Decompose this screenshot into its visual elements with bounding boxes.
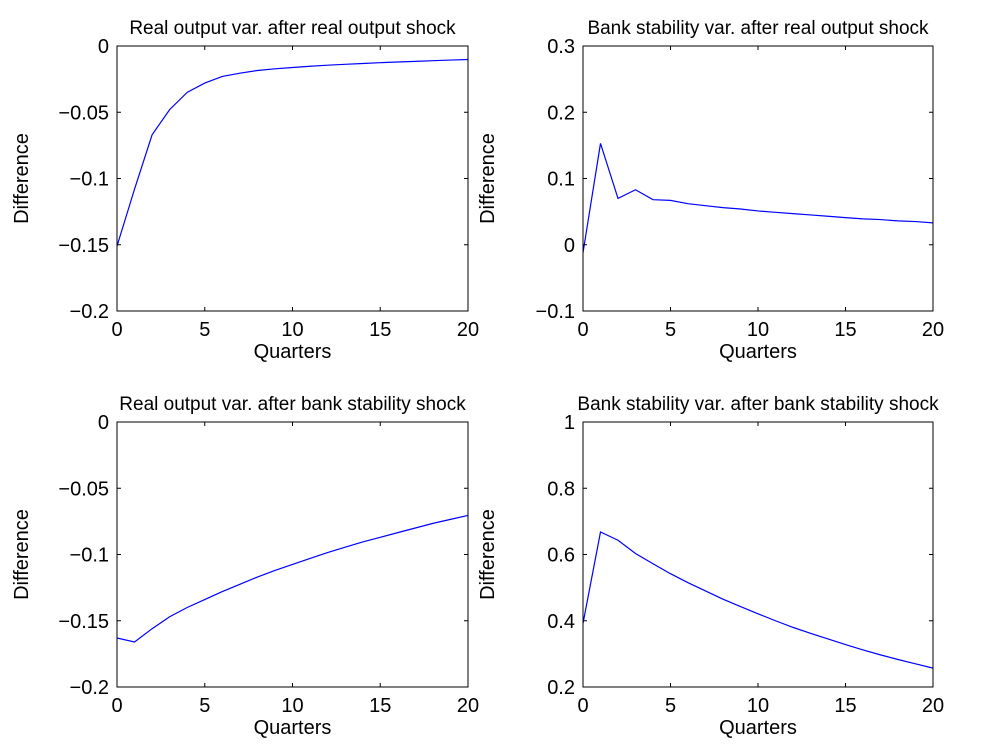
y-tick-label: 0.2 [547, 102, 575, 124]
x-tick-label: 10 [281, 695, 303, 717]
x-tick-label: 0 [111, 695, 122, 717]
series-line-1 [582, 143, 934, 253]
y-tick-label: −0.2 [70, 677, 109, 699]
x-tick-label: 15 [369, 695, 391, 717]
y-tick-label: 0.2 [547, 677, 575, 699]
x-tick-label: 20 [922, 319, 944, 341]
y-axis-label: Difference [11, 133, 33, 224]
x-axis-label: Quarters [254, 717, 332, 739]
x-tick-label: 10 [281, 319, 303, 341]
x-axis-label: Quarters [254, 341, 332, 363]
series-line-1 [116, 514, 469, 643]
x-tick-label: 0 [577, 695, 588, 717]
y-tick-label: −0.1 [536, 301, 575, 323]
x-axis-label: Quarters [719, 341, 797, 363]
y-tick-label: 0.8 [547, 478, 575, 500]
x-tick-label: 5 [665, 319, 676, 341]
axes-frame [116, 421, 469, 688]
y-axis-label: Difference [11, 509, 33, 600]
y-tick-label: 0.3 [547, 36, 575, 58]
y-tick-label: 0.6 [547, 545, 575, 567]
x-tick-label: 15 [369, 319, 391, 341]
x-tick-label: 10 [747, 319, 769, 341]
y-tick-label: −0.1 [70, 545, 109, 567]
y-tick-label: −0.2 [70, 301, 109, 323]
x-tick-label: 15 [834, 695, 856, 717]
chart-panel-3: 0 5 10 15 20 −0.2 −0.15 −0.1 −0.05 0 Real output v… [11, 394, 479, 739]
y-tick-label: −0.1 [70, 169, 109, 191]
y-axis-label: Difference [477, 509, 499, 600]
y-tick-label: −0.05 [58, 478, 109, 500]
axes-frame [582, 421, 934, 688]
y-tick-label: 0 [98, 412, 109, 434]
x-tick-label: 20 [457, 695, 479, 717]
y-axis-label: Difference [477, 133, 499, 224]
x-axis-label: Quarters [719, 717, 797, 739]
x-tick-label: 5 [199, 319, 210, 341]
y-tick-label: −0.05 [58, 102, 109, 124]
axes-frame [116, 45, 469, 312]
y-tick-label: −0.15 [58, 235, 109, 257]
y-tick-label: 0 [98, 36, 109, 58]
series-line-1 [116, 58, 469, 247]
series-line-1 [582, 531, 934, 669]
chart-title: Bank stability var. after bank stability… [577, 394, 939, 415]
y-tick-label: 0 [564, 235, 575, 257]
x-tick-label: 20 [922, 695, 944, 717]
x-tick-label: 5 [199, 695, 210, 717]
axes-frame [582, 45, 934, 312]
y-tick-label: −0.15 [58, 611, 109, 633]
chart-panel-1: 0 5 10 15 20 −0.2 −0.15 −0.1 −0.05 0 Real output v… [11, 18, 479, 363]
x-tick-label: 20 [457, 319, 479, 341]
x-tick-label: 0 [111, 319, 122, 341]
y-tick-label: 0.4 [547, 611, 575, 633]
y-tick-label: 0.1 [547, 169, 575, 191]
chart-title: Bank stability var. after real output sh… [587, 18, 929, 39]
x-tick-label: 15 [834, 319, 856, 341]
x-tick-label: 5 [665, 695, 676, 717]
chart-title: Real output var. after real output shock [129, 18, 456, 39]
chart-title: Real output var. after bank stability sh… [119, 394, 466, 415]
x-tick-label: 0 [577, 319, 588, 341]
x-tick-label: 10 [747, 695, 769, 717]
y-tick-label: 1 [564, 412, 575, 434]
